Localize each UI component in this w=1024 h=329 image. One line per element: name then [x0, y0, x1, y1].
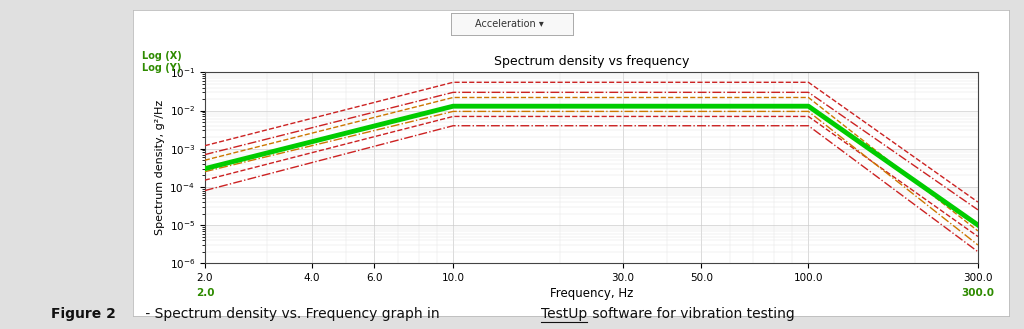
- Text: 300.0: 300.0: [962, 288, 994, 298]
- Title: Spectrum density vs frequency: Spectrum density vs frequency: [494, 55, 689, 68]
- Text: Figure 2: Figure 2: [51, 307, 116, 321]
- Y-axis label: Spectrum density, g²/Hz: Spectrum density, g²/Hz: [156, 100, 165, 236]
- Text: 2.0: 2.0: [197, 288, 215, 298]
- Text: Log (X)
Log (Y): Log (X) Log (Y): [142, 51, 181, 73]
- Text: Acceleration ▾: Acceleration ▾: [475, 19, 544, 29]
- X-axis label: Frequency, Hz: Frequency, Hz: [550, 287, 633, 300]
- Text: - Spectrum density vs. Frequency graph in: - Spectrum density vs. Frequency graph i…: [141, 307, 444, 321]
- Text: software for vibration testing: software for vibration testing: [588, 307, 795, 321]
- Text: TestUp: TestUp: [541, 307, 587, 321]
